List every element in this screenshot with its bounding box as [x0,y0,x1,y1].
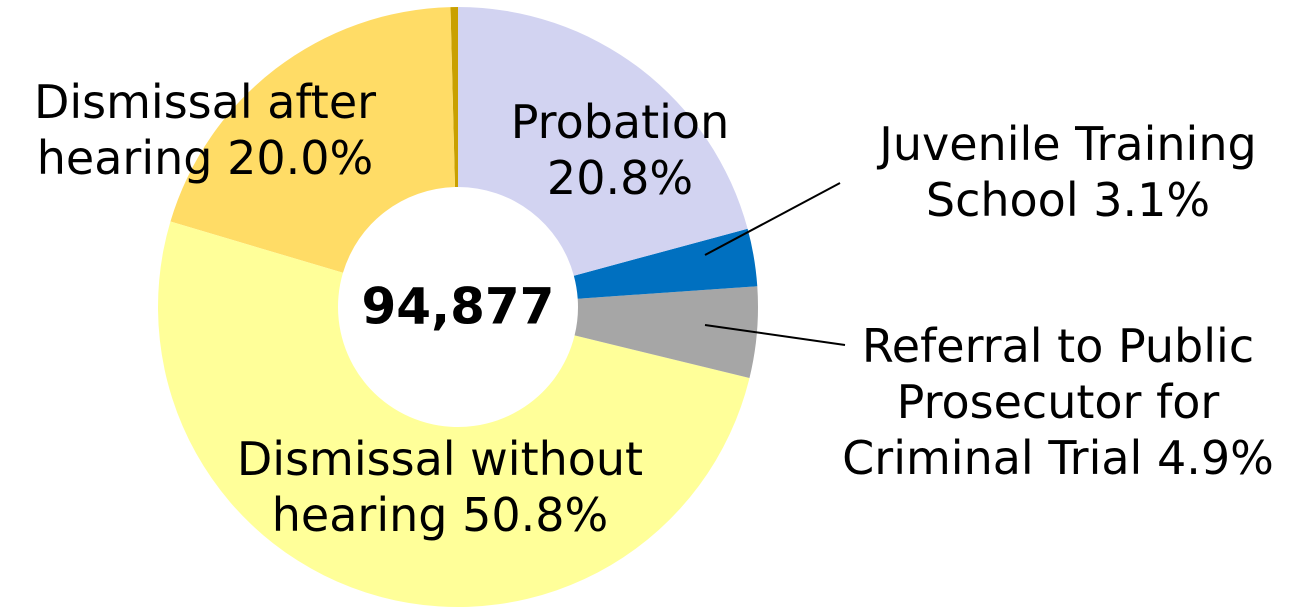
donut-slice [573,228,758,299]
leader-line [704,324,846,346]
slice-label-line: School 3.1% [926,173,1210,227]
slice-label-line: Dismissal after [34,75,376,129]
slice-label-line: Prosecutor for [897,375,1220,429]
slice-label-line: Probation [511,95,729,149]
donut-slice [450,7,458,188]
slice-label: Dismissal without hearing 50.8% [237,432,643,542]
slice-label: Referral to Public Prosecutor for Criminal… [842,319,1274,485]
slice-label: Juvenile Training School 3.1% [876,117,1256,227]
slice-label-line: hearing 50.8% [272,488,608,542]
leader-line [704,182,841,256]
labels: Probation 20.8% Juvenile Training School 3.… [34,75,1274,542]
slice-label-line: Referral to Public [862,319,1254,373]
slice-label-line: Dismissal without [237,432,643,486]
donut-slice [157,221,750,608]
donut-slice [458,7,748,276]
slice-label-line: 20.8% [547,151,693,205]
donut-slice [574,286,758,378]
slice-label: Dismissal after hearing 20.0% [34,75,376,185]
slice-label-line: Criminal Trial 4.9% [842,431,1274,485]
donut-slice [170,7,455,273]
slice-label-line: Juvenile Training [876,117,1256,171]
center-label: 94,877 [362,278,555,336]
slice-label: Probation 20.8% [511,95,729,205]
slice-label-line: hearing 20.0% [37,131,373,185]
